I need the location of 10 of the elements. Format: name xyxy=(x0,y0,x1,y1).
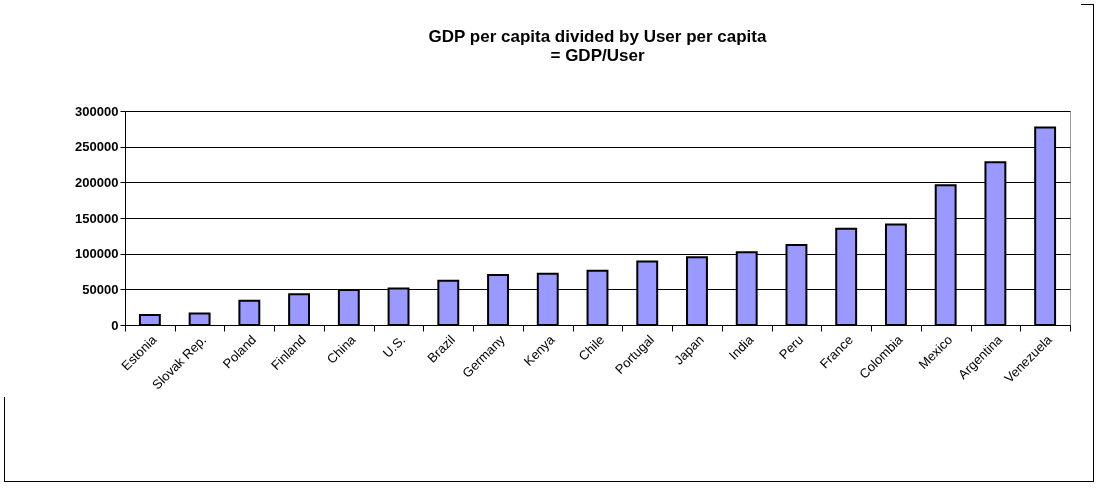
y-tick-label: 150000 xyxy=(75,210,119,226)
y-tick-label: 250000 xyxy=(75,139,119,155)
y-tick-label: 50000 xyxy=(82,281,119,297)
y-tick-label: 100000 xyxy=(75,246,119,262)
y-tick-label: 300000 xyxy=(75,103,119,119)
x-tick-label: U.S. xyxy=(379,332,409,361)
text: = GDP/User xyxy=(550,46,645,65)
text: GDP per capita divided by User per capita xyxy=(428,27,767,46)
y-tick-label: 0 xyxy=(111,317,119,333)
y-tick-label: 200000 xyxy=(75,174,119,190)
